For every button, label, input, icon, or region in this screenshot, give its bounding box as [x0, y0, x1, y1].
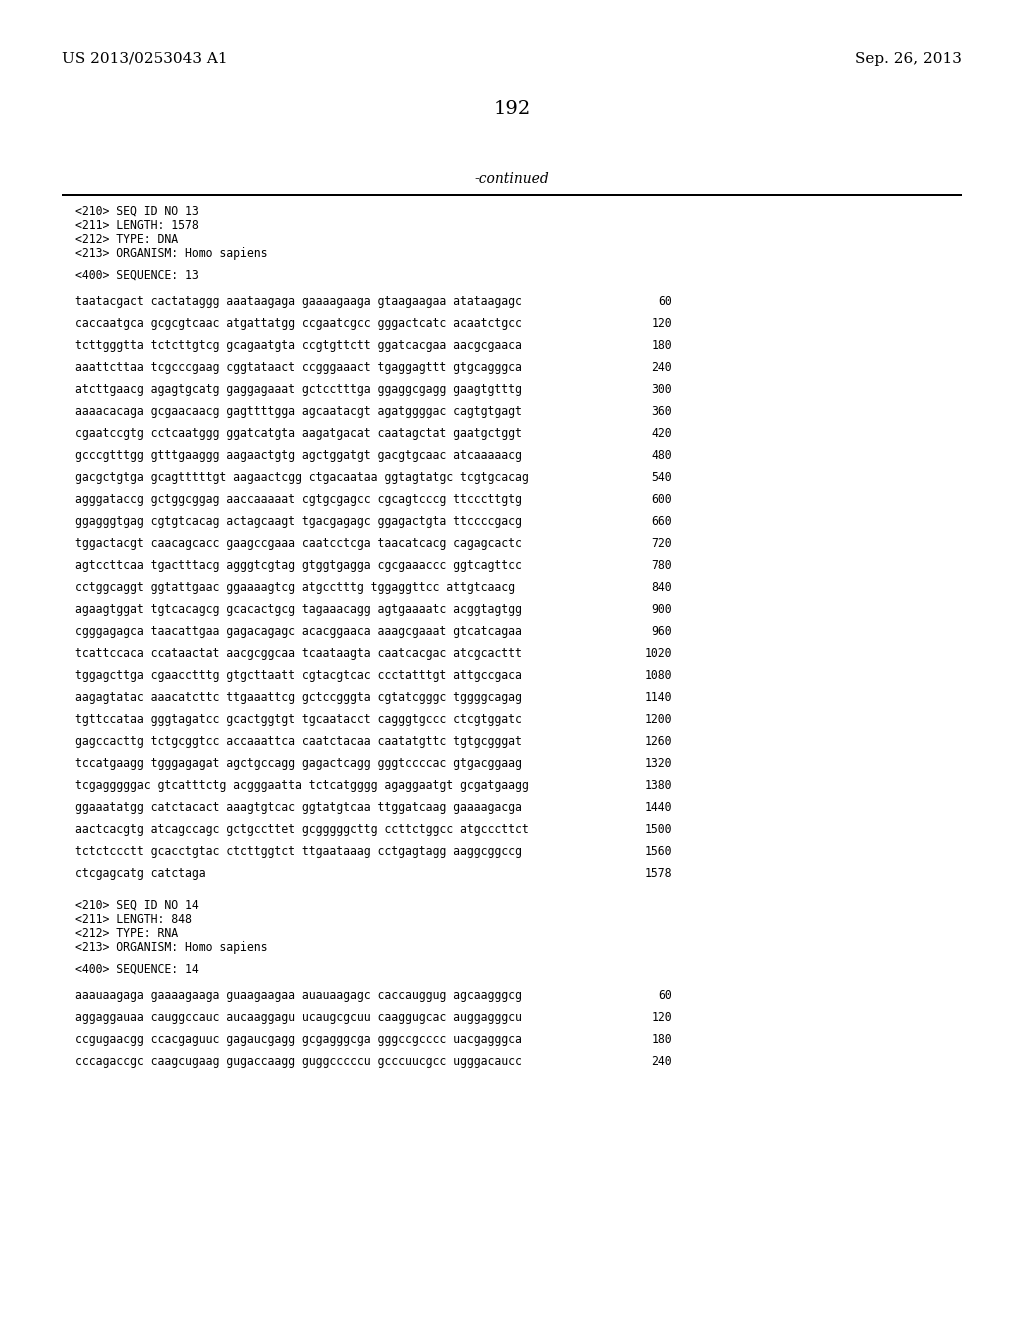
Text: 480: 480: [651, 449, 672, 462]
Text: tgttccataa gggtagatcc gcactggtgt tgcaatacct cagggtgccc ctcgtggatc: tgttccataa gggtagatcc gcactggtgt tgcaata…: [75, 713, 522, 726]
Text: <211> LENGTH: 848: <211> LENGTH: 848: [75, 913, 191, 927]
Text: 1200: 1200: [644, 713, 672, 726]
Text: aagagtatac aaacatcttc ttgaaattcg gctccgggta cgtatcgggc tggggcagag: aagagtatac aaacatcttc ttgaaattcg gctccgg…: [75, 690, 522, 704]
Text: 1500: 1500: [644, 822, 672, 836]
Text: ggagggtgag cgtgtcacag actagcaagt tgacgagagc ggagactgta ttccccgacg: ggagggtgag cgtgtcacag actagcaagt tgacgag…: [75, 515, 522, 528]
Text: <213> ORGANISM: Homo sapiens: <213> ORGANISM: Homo sapiens: [75, 941, 267, 954]
Text: cccagaccgc caagcugaag gugaccaagg guggcccccu gcccuucgcc ugggacaucc: cccagaccgc caagcugaag gugaccaagg guggccc…: [75, 1055, 522, 1068]
Text: <212> TYPE: RNA: <212> TYPE: RNA: [75, 927, 178, 940]
Text: 540: 540: [651, 471, 672, 484]
Text: atcttgaacg agagtgcatg gaggagaaat gctcctttga ggaggcgagg gaagtgtttg: atcttgaacg agagtgcatg gaggagaaat gctcctt…: [75, 383, 522, 396]
Text: Sep. 26, 2013: Sep. 26, 2013: [855, 51, 962, 66]
Text: taatacgact cactataggg aaataagaga gaaaagaaga gtaagaagaa atataagagc: taatacgact cactataggg aaataagaga gaaaaga…: [75, 294, 522, 308]
Text: 60: 60: [658, 989, 672, 1002]
Text: 660: 660: [651, 515, 672, 528]
Text: ccgugaacgg ccacgaguuc gagaucgagg gcgagggcga gggccgcccc uacgagggca: ccgugaacgg ccacgaguuc gagaucgagg gcgaggg…: [75, 1034, 522, 1045]
Text: 420: 420: [651, 426, 672, 440]
Text: 120: 120: [651, 317, 672, 330]
Text: <400> SEQUENCE: 14: <400> SEQUENCE: 14: [75, 964, 199, 975]
Text: ggaaatatgg catctacact aaagtgtcac ggtatgtcaa ttggatcaag gaaaagacga: ggaaatatgg catctacact aaagtgtcac ggtatgt…: [75, 801, 522, 814]
Text: 1320: 1320: [644, 756, 672, 770]
Text: 300: 300: [651, 383, 672, 396]
Text: 60: 60: [658, 294, 672, 308]
Text: aaauaagaga gaaaagaaga guaagaagaa auauaagagc caccauggug agcaagggcg: aaauaagaga gaaaagaaga guaagaagaa auauaag…: [75, 989, 522, 1002]
Text: gacgctgtga gcagtttttgt aagaactcgg ctgacaataa ggtagtatgc tcgtgcacag: gacgctgtga gcagtttttgt aagaactcgg ctgaca…: [75, 471, 528, 484]
Text: 120: 120: [651, 1011, 672, 1024]
Text: 720: 720: [651, 537, 672, 550]
Text: tccatgaagg tgggagagat agctgccagg gagactcagg gggtccccac gtgacggaag: tccatgaagg tgggagagat agctgccagg gagactc…: [75, 756, 522, 770]
Text: agaagtggat tgtcacagcg gcacactgcg tagaaacagg agtgaaaatc acggtagtgg: agaagtggat tgtcacagcg gcacactgcg tagaaac…: [75, 603, 522, 616]
Text: <210> SEQ ID NO 14: <210> SEQ ID NO 14: [75, 899, 199, 912]
Text: 1260: 1260: [644, 735, 672, 748]
Text: 840: 840: [651, 581, 672, 594]
Text: 192: 192: [494, 100, 530, 117]
Text: gcccgtttgg gtttgaaggg aagaactgtg agctggatgt gacgtgcaac atcaaaaacg: gcccgtttgg gtttgaaggg aagaactgtg agctgga…: [75, 449, 522, 462]
Text: tcttgggtta tctcttgtcg gcagaatgta ccgtgttctt ggatcacgaa aacgcgaaca: tcttgggtta tctcttgtcg gcagaatgta ccgtgtt…: [75, 339, 522, 352]
Text: tcattccaca ccataactat aacgcggcaa tcaataagta caatcacgac atcgcacttt: tcattccaca ccataactat aacgcggcaa tcaataa…: [75, 647, 522, 660]
Text: gagccacttg tctgcggtcc accaaattca caatctacaa caatatgttc tgtgcgggat: gagccacttg tctgcggtcc accaaattca caatcta…: [75, 735, 522, 748]
Text: 1080: 1080: [644, 669, 672, 682]
Text: 1380: 1380: [644, 779, 672, 792]
Text: 780: 780: [651, 558, 672, 572]
Text: 360: 360: [651, 405, 672, 418]
Text: agtccttcaa tgactttacg agggtcgtag gtggtgagga cgcgaaaccc ggtcagttcc: agtccttcaa tgactttacg agggtcgtag gtggtga…: [75, 558, 522, 572]
Text: <400> SEQUENCE: 13: <400> SEQUENCE: 13: [75, 269, 199, 282]
Text: ctcgagcatg catctaga: ctcgagcatg catctaga: [75, 867, 206, 880]
Text: 960: 960: [651, 624, 672, 638]
Text: 240: 240: [651, 360, 672, 374]
Text: tggactacgt caacagcacc gaagccgaaa caatcctcga taacatcacg cagagcactc: tggactacgt caacagcacc gaagccgaaa caatcct…: [75, 537, 522, 550]
Text: <213> ORGANISM: Homo sapiens: <213> ORGANISM: Homo sapiens: [75, 247, 267, 260]
Text: tcgagggggac gtcatttctg acgggaatta tctcatgggg agaggaatgt gcgatgaagg: tcgagggggac gtcatttctg acgggaatta tctcat…: [75, 779, 528, 792]
Text: aggaggauaa cauggccauc aucaaggagu ucaugcgcuu caaggugcac auggagggcu: aggaggauaa cauggccauc aucaaggagu ucaugcg…: [75, 1011, 522, 1024]
Text: cgggagagca taacattgaa gagacagagc acacggaaca aaagcgaaat gtcatcagaa: cgggagagca taacattgaa gagacagagc acacgga…: [75, 624, 522, 638]
Text: <210> SEQ ID NO 13: <210> SEQ ID NO 13: [75, 205, 199, 218]
Text: 1020: 1020: [644, 647, 672, 660]
Text: 600: 600: [651, 492, 672, 506]
Text: cgaatccgtg cctcaatggg ggatcatgta aagatgacat caatagctat gaatgctggt: cgaatccgtg cctcaatggg ggatcatgta aagatga…: [75, 426, 522, 440]
Text: agggataccg gctggcggag aaccaaaaat cgtgcgagcc cgcagtcccg ttcccttgtg: agggataccg gctggcggag aaccaaaaat cgtgcga…: [75, 492, 522, 506]
Text: 1440: 1440: [644, 801, 672, 814]
Text: <211> LENGTH: 1578: <211> LENGTH: 1578: [75, 219, 199, 232]
Text: 240: 240: [651, 1055, 672, 1068]
Text: aaaacacaga gcgaacaacg gagttttgga agcaatacgt agatggggac cagtgtgagt: aaaacacaga gcgaacaacg gagttttgga agcaata…: [75, 405, 522, 418]
Text: -continued: -continued: [475, 172, 549, 186]
Text: 1560: 1560: [644, 845, 672, 858]
Text: 180: 180: [651, 1034, 672, 1045]
Text: aaattcttaa tcgcccgaag cggtataact ccgggaaact tgaggagttt gtgcagggca: aaattcttaa tcgcccgaag cggtataact ccgggaa…: [75, 360, 522, 374]
Text: tggagcttga cgaacctttg gtgcttaatt cgtacgtcac ccctatttgt attgccgaca: tggagcttga cgaacctttg gtgcttaatt cgtacgt…: [75, 669, 522, 682]
Text: caccaatgca gcgcgtcaac atgattatgg ccgaatcgcc gggactcatc acaatctgcc: caccaatgca gcgcgtcaac atgattatgg ccgaatc…: [75, 317, 522, 330]
Text: 1578: 1578: [644, 867, 672, 880]
Text: cctggcaggt ggtattgaac ggaaaagtcg atgcctttg tggaggttcc attgtcaacg: cctggcaggt ggtattgaac ggaaaagtcg atgcctt…: [75, 581, 515, 594]
Text: <212> TYPE: DNA: <212> TYPE: DNA: [75, 234, 178, 246]
Text: US 2013/0253043 A1: US 2013/0253043 A1: [62, 51, 227, 66]
Text: tctctccctt gcacctgtac ctcttggtct ttgaataaag cctgagtagg aaggcggccg: tctctccctt gcacctgtac ctcttggtct ttgaata…: [75, 845, 522, 858]
Text: 180: 180: [651, 339, 672, 352]
Text: 1140: 1140: [644, 690, 672, 704]
Text: aactcacgtg atcagccagc gctgccttet gcgggggcttg ccttctggcc atgcccttct: aactcacgtg atcagccagc gctgccttet gcggggg…: [75, 822, 528, 836]
Text: 900: 900: [651, 603, 672, 616]
